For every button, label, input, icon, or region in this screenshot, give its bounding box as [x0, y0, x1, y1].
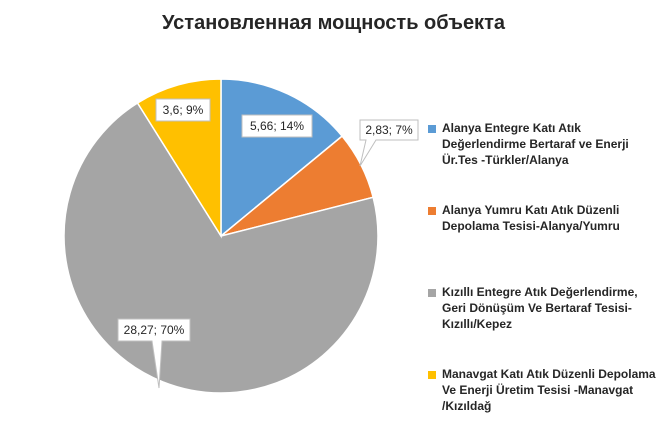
data-label-text: 2,83; 7%: [365, 123, 413, 137]
data-label-manavgat: 3,6; 9%: [155, 98, 211, 122]
legend-swatch: [428, 125, 436, 133]
legend-swatch: [428, 207, 436, 215]
data-label-alanya-yumru: 2,83; 7%: [359, 119, 419, 167]
data-label-alanya-entegre: 5,66; 14%: [241, 114, 313, 138]
data-label-box: [155, 98, 211, 122]
legend-swatch: [428, 371, 436, 379]
data-label-box: [117, 318, 191, 389]
legend-label: Kızıllı Entegre Atık Değerlendirme, Geri…: [442, 285, 638, 331]
data-label-kizilli: 28,27; 70%: [117, 318, 191, 389]
data-label-box: [241, 114, 313, 138]
data-label-text: 28,27; 70%: [124, 323, 185, 337]
legend-item-kizilli: Kızıllı Entegre Atık Değerlendirme, Geri…: [428, 284, 663, 332]
legend-item-manavgat: Manavgat Katı Atık Düzenli Depolama Ve E…: [428, 366, 663, 414]
data-label-text: 3,6; 9%: [163, 103, 204, 117]
legend-item-alanya-yumru: Alanya Yumru Katı Atık Düzenli Depolama …: [428, 202, 663, 234]
data-label-text: 5,66; 14%: [250, 119, 304, 133]
legend-label: Manavgat Katı Atık Düzenli Depolama Ve E…: [442, 367, 656, 413]
legend-label: Alanya Entegre Katı Atık Değerlendirme B…: [442, 121, 629, 167]
legend-swatch: [428, 289, 436, 297]
chart-title: Установленная мощность объекта: [162, 12, 505, 34]
legend-item-alanya-entegre: Alanya Entegre Katı Atık Değerlendirme B…: [428, 120, 663, 168]
legend-label: Alanya Yumru Katı Atık Düzenli Depolama …: [442, 203, 620, 233]
data-label-box: [359, 119, 419, 167]
